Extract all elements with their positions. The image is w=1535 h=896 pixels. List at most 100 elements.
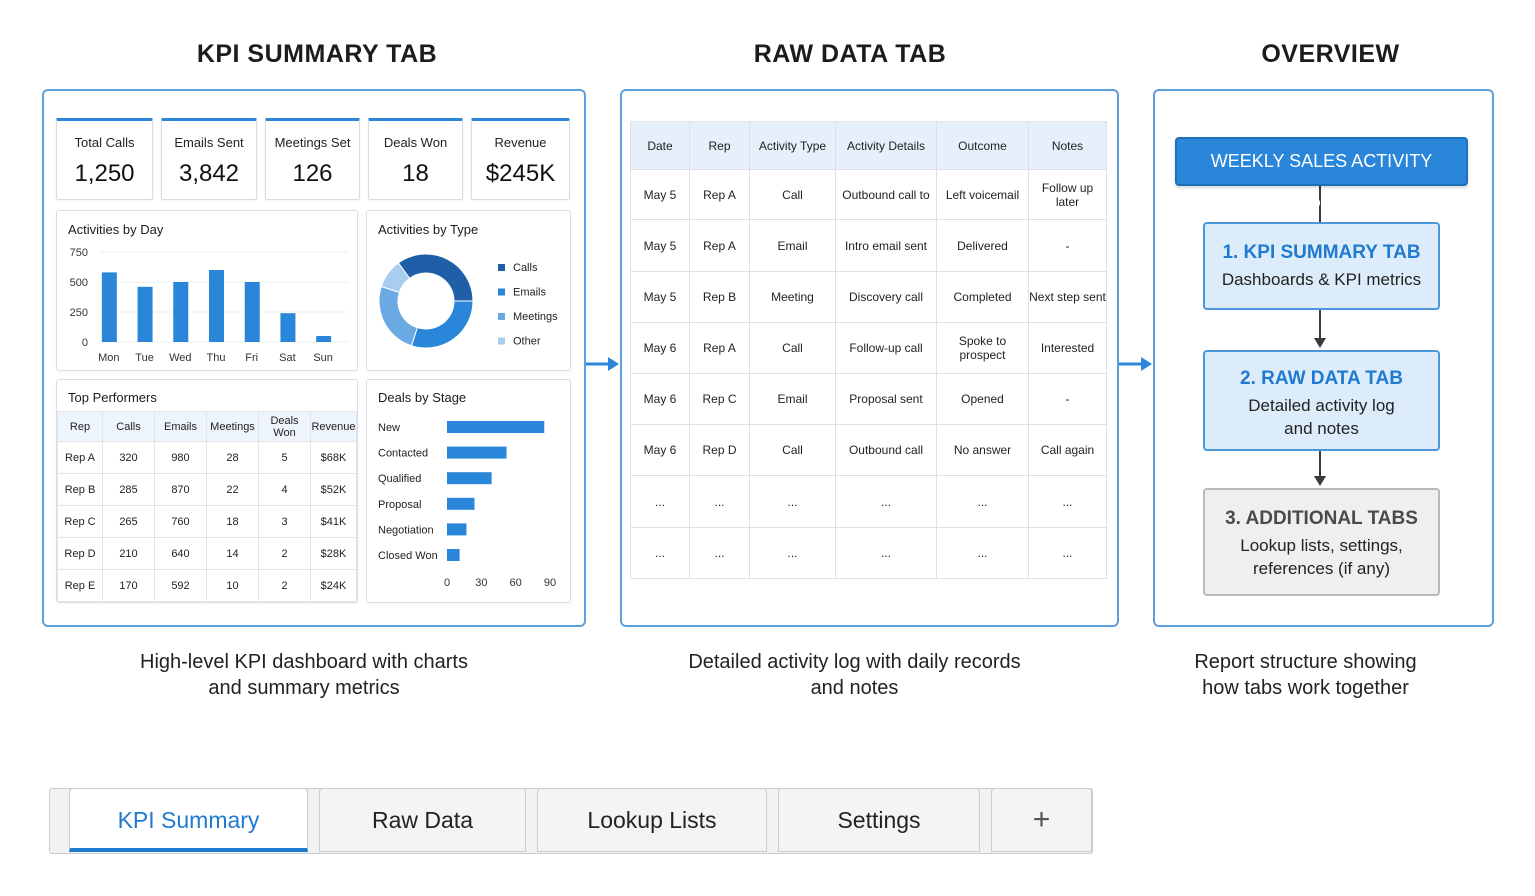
kpi-card-meetings-set: Meetings Set 126	[265, 118, 360, 200]
table-cell: ...	[630, 475, 690, 528]
kpi-label: Meetings Set	[274, 135, 351, 150]
table-cell: 760	[154, 505, 207, 538]
table-cell: May 5	[630, 271, 690, 323]
table-cell: ...	[689, 475, 750, 528]
y-category-label: Negotiation	[378, 524, 434, 536]
kpi-caption: High-level KPI dashboard with charts and…	[42, 649, 566, 701]
table-cell: Completed	[936, 271, 1029, 323]
y-tick-label: 500	[70, 277, 88, 289]
table-cell: Rep A	[57, 441, 103, 474]
deals-by-stage-card: Deals by Stage New Contacted Qualified Prop…	[366, 379, 571, 603]
table-cell: Rep D	[57, 537, 103, 570]
kpi-card-emails-sent: Emails Sent 3,842	[161, 118, 257, 200]
table-cell: Rep B	[57, 473, 103, 506]
table-header-row: Date Rep Activity Type Activity Details …	[630, 121, 1107, 170]
tab-raw-data[interactable]: Raw Data	[319, 788, 526, 852]
y-tick-label: 250	[70, 307, 88, 319]
bar	[244, 282, 260, 342]
y-tick-label: 0	[82, 337, 88, 349]
table-cell: ...	[689, 527, 750, 579]
table-cell: Outbound call to	[835, 169, 937, 220]
kpi-label: Deals Won	[383, 135, 448, 150]
table-cell: $28K	[310, 537, 357, 570]
table-cell: May 6	[630, 322, 690, 374]
tab-kpi-summary[interactable]: KPI Summary	[69, 788, 308, 852]
x-tick-label: Wed	[169, 352, 191, 364]
table-row: May 5 Rep B Meeting Discovery call Completed…	[630, 271, 1107, 323]
table-cell: Follow-up call	[835, 322, 937, 374]
kpi-value: 1,250	[74, 160, 135, 187]
table-cell: No answer	[936, 424, 1029, 476]
table-cell: Rep A	[689, 169, 750, 220]
kpi-value: $245K	[485, 160, 556, 187]
x-tick-label: 90	[544, 577, 556, 589]
column-header: Deals Won	[258, 411, 311, 442]
table-row: Rep A 320 980 28 5 $68K	[57, 441, 357, 474]
legend-swatch	[498, 313, 505, 320]
tab-lookup-lists[interactable]: Lookup Lists	[537, 788, 767, 852]
table-cell: $24K	[310, 569, 357, 602]
arrow-right-icon	[1118, 357, 1152, 371]
y-category-label: Proposal	[378, 499, 421, 511]
plus-icon: +	[1032, 803, 1051, 836]
table-cell: ...	[936, 475, 1029, 528]
table-cell: 320	[102, 441, 155, 474]
table-cell: -	[1028, 373, 1107, 425]
kpi-value: 3,842	[178, 160, 240, 187]
table-cell: 285	[102, 473, 155, 506]
x-tick-label: Sun	[313, 352, 333, 364]
caption-line: how tabs work together	[1202, 677, 1409, 699]
kpi-card-deals-won: Deals Won 18	[368, 118, 463, 200]
table-cell: Email	[749, 219, 836, 272]
overview-caption: Report structure showing how tabs work t…	[1153, 649, 1458, 701]
table-cell: Call again	[1028, 424, 1107, 476]
activities-by-day-card: Activities by Day 750 500 250 0 Mon Tue Wed Thu…	[56, 210, 358, 371]
table-row: Rep C 265 760 18 3 $41K	[57, 505, 357, 538]
table-cell: Rep B	[689, 271, 750, 323]
table-cell: 3	[258, 505, 311, 538]
chart-title: Activities by Day	[68, 222, 164, 237]
table-cell: Follow up later	[1028, 169, 1107, 220]
x-tick-label: 30	[475, 577, 487, 589]
column-header: Outcome	[936, 121, 1029, 170]
table-cell: ...	[630, 527, 690, 579]
x-tick-label: Tue	[135, 352, 154, 364]
bar	[447, 421, 545, 433]
table-cell: $41K	[310, 505, 357, 538]
activities-by-day-chart: 750 500 250 0 Mon Tue Wed Thu Fri Sat Sun	[70, 247, 349, 364]
table-row: May 6 Rep C Email Proposal sent Opened -	[630, 373, 1107, 425]
table-cell: 170	[102, 569, 155, 602]
bar	[137, 286, 153, 342]
add-tab-button[interactable]: +	[991, 788, 1092, 852]
table-row: May 5 Rep A Call Outbound call to Left voice…	[630, 169, 1107, 220]
table-cell: ...	[1028, 527, 1107, 579]
pie-slice	[410, 300, 474, 349]
table-cell: Intro email sent	[835, 219, 937, 272]
table-cell: 14	[206, 537, 259, 570]
table-cell: 640	[154, 537, 207, 570]
overview-section-title: OVERVIEW	[1261, 40, 1400, 68]
legend-swatch	[498, 337, 505, 345]
table-cell: Delivered	[936, 219, 1029, 272]
caption-line: Report structure showing	[1194, 651, 1417, 673]
table-cell: Call	[749, 322, 836, 374]
column-header: Calls	[102, 411, 155, 442]
tab-settings[interactable]: Settings	[778, 788, 980, 852]
x-tick-label: Fri	[245, 352, 258, 364]
column-header: Activity Type	[749, 121, 836, 170]
table-cell: Interested	[1028, 322, 1107, 374]
table-cell: 870	[154, 473, 207, 506]
x-tick-label: Sat	[279, 352, 296, 364]
table-cell: Proposal sent	[835, 373, 937, 425]
top-performers-card: Top Performers Rep Calls Emails Meetings…	[56, 379, 358, 603]
table-row: May 6 Rep A Call Follow-up call Spoke to pro…	[630, 322, 1107, 374]
y-tick-label: 750	[70, 247, 88, 259]
bar	[316, 336, 332, 342]
overview-box-line: Lookup lists, settings,	[1240, 536, 1403, 555]
table-cell: Opened	[936, 373, 1029, 425]
column-header: Activity Details	[835, 121, 937, 170]
table-cell: Rep A	[689, 219, 750, 272]
kpi-value: 18	[402, 160, 429, 187]
raw-data-table: Date Rep Activity Type Activity Details …	[630, 121, 1107, 579]
bar	[447, 446, 507, 459]
